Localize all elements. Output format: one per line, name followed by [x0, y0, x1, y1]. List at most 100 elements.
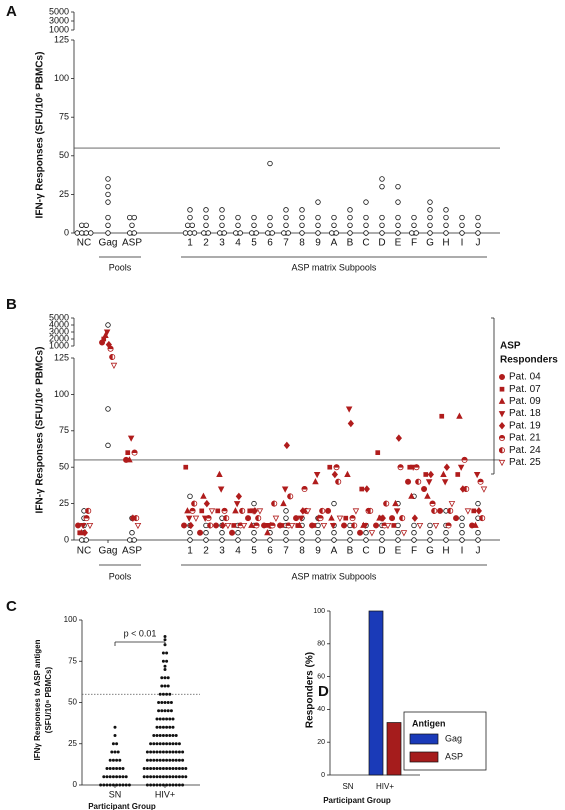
x-tick-label: A [331, 238, 338, 249]
data-point [203, 530, 209, 536]
legend-label: Pat. 04 [509, 372, 541, 383]
legend-label: Pat. 07 [509, 384, 541, 395]
data-point [131, 230, 137, 236]
data-point [379, 230, 385, 236]
legend-label: Pat. 09 [509, 396, 541, 407]
data-point [152, 742, 156, 746]
data-point [166, 701, 170, 704]
y-axis-title: IFNγ Responses to ASP antigen [33, 639, 42, 760]
data-point [163, 635, 167, 638]
data-point [177, 767, 181, 770]
legend-label: Pat. 25 [509, 457, 541, 468]
marker-part [223, 515, 227, 522]
marker-part [245, 515, 252, 522]
data-point [160, 701, 164, 704]
data-point [345, 406, 353, 413]
data-point [121, 775, 125, 779]
marker-part [232, 507, 239, 514]
data-point [118, 775, 122, 779]
data-point [347, 214, 353, 221]
marker-part [479, 515, 483, 522]
data-point [111, 742, 115, 746]
data-point [347, 530, 353, 536]
data-point [105, 222, 111, 228]
data-point [163, 664, 167, 668]
marker-part [327, 464, 333, 470]
legend-entry: Pat. 07 [509, 384, 541, 395]
marker-part [464, 508, 472, 515]
data-point [157, 709, 161, 713]
data-point [395, 183, 401, 190]
data-point [427, 199, 433, 205]
data-point [168, 783, 172, 787]
marker-part [432, 522, 440, 530]
data-point [185, 515, 193, 522]
data-point [379, 537, 385, 543]
data-point [105, 406, 111, 412]
data-point [269, 522, 276, 529]
x-tick-label: ASP [122, 238, 142, 249]
data-point [411, 514, 418, 522]
x-tick-label: 1 [187, 546, 193, 557]
data-point [171, 734, 175, 737]
data-point [189, 222, 195, 228]
marker-part [203, 499, 210, 508]
marker-part [453, 515, 460, 522]
marker-part [264, 529, 271, 536]
marker-part [349, 515, 356, 519]
marker-part [333, 464, 340, 468]
data-point [155, 734, 159, 737]
data-point [177, 758, 181, 762]
legend-entry: Pat. 21 [509, 433, 541, 444]
marker-part [463, 486, 467, 493]
data-point [160, 684, 164, 688]
data-point [379, 530, 385, 536]
data-point [281, 230, 287, 236]
data-point [165, 692, 169, 696]
marker-part [383, 500, 387, 507]
data-point [251, 507, 258, 515]
marker-part [101, 336, 107, 342]
marker-part [457, 464, 465, 471]
marker-part [272, 515, 280, 522]
data-point [224, 522, 232, 530]
marker-part [320, 522, 328, 530]
data-point [105, 442, 111, 449]
marker-part [86, 522, 94, 530]
data-point [115, 783, 119, 787]
data-point [165, 758, 169, 762]
data-point [392, 499, 399, 507]
marker-part [480, 486, 488, 493]
data-point [285, 230, 291, 236]
marker-part [240, 522, 248, 530]
data-point [161, 783, 165, 787]
data-point [187, 537, 193, 543]
data-point [459, 515, 465, 521]
data-point [231, 523, 237, 528]
data-point [145, 775, 149, 779]
data-point [267, 537, 273, 543]
data-point [357, 529, 364, 536]
data-point [395, 530, 401, 536]
x-tick-label: 3 [219, 238, 225, 249]
data-point [166, 709, 170, 713]
y-tick-label: 3000 [49, 326, 69, 336]
data-point [479, 515, 486, 522]
data-point [341, 522, 348, 529]
group-label: ASP matrix Subpools [292, 571, 377, 581]
data-point [427, 522, 433, 529]
data-point [363, 199, 369, 205]
data-point [256, 508, 264, 515]
marker-part [75, 522, 82, 529]
marker-part [395, 434, 402, 442]
data-point [165, 767, 169, 770]
x-tick-label: 4 [235, 238, 241, 249]
data-point [163, 638, 167, 642]
data-point [152, 783, 156, 787]
data-point [456, 412, 463, 419]
marker-part [344, 470, 351, 477]
data-point [131, 214, 137, 221]
marker-part [280, 499, 287, 507]
x-tick-label: G [426, 238, 434, 249]
data-point [203, 222, 209, 228]
